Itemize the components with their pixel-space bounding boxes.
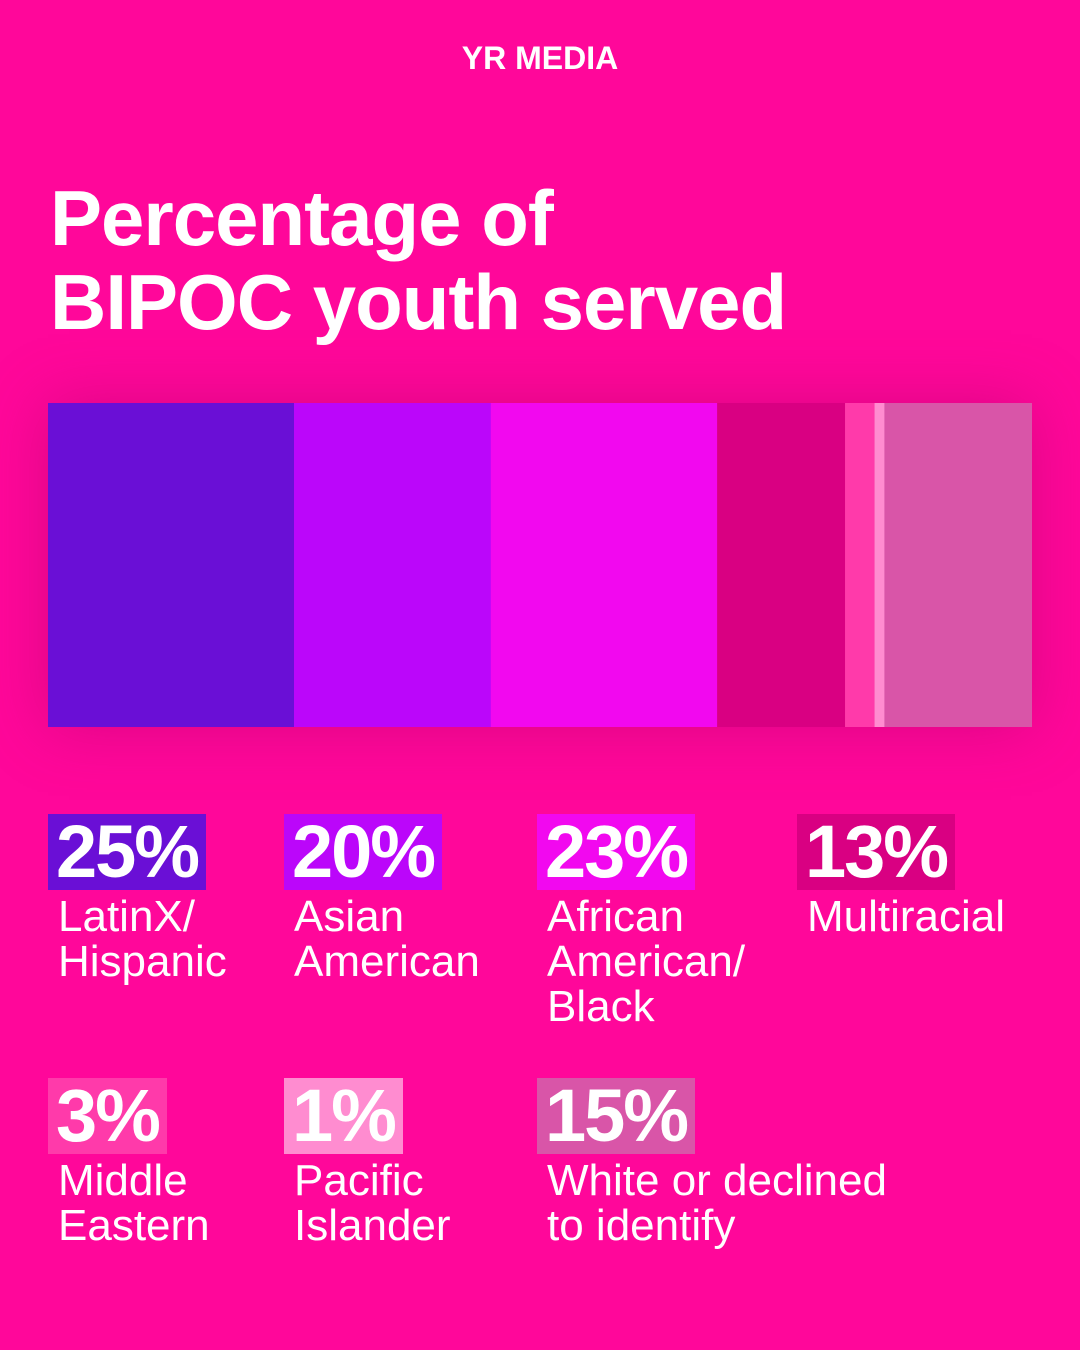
stacked-bar-svg <box>48 403 1032 727</box>
legend-pct-multiracial: 13% <box>797 814 956 890</box>
legend-label-black-line2: American/ <box>547 937 746 986</box>
legend-pct-white-declined: 15% <box>537 1078 696 1154</box>
bar-segment-pacific-islander <box>874 403 885 727</box>
legend-label-black-line1: African <box>547 892 684 941</box>
legend-item-black: 23% African American/ Black <box>537 814 777 1029</box>
legend-item-middle-eastern: 3% Middle Eastern <box>48 1078 288 1248</box>
legend-item-latinx: 25% LatinX/ Hispanic <box>48 814 288 984</box>
legend-item-white-declined: 15% White or declined to identify <box>537 1078 1017 1248</box>
legend-label-multiracial-line1: Multiracial <box>807 892 1006 941</box>
legend-label-pacific-islander-line1: Pacific <box>294 1156 424 1205</box>
bar-segment-middle-eastern <box>845 403 876 727</box>
page-title: Percentage of BIPOC youth served <box>50 176 1010 344</box>
legend-label-black-line3: Black <box>547 982 655 1031</box>
legend-label-middle-eastern-line2: Eastern <box>58 1201 210 1250</box>
bar-segment-asian <box>294 403 492 727</box>
title-line-1: Percentage of <box>50 174 554 262</box>
brand-logo: YR MEDIA <box>461 40 619 76</box>
legend-label-white-declined-line2: to identify <box>547 1201 736 1250</box>
legend-pct-middle-eastern: 3% <box>48 1078 167 1154</box>
stacked-bar-chart <box>48 403 1032 727</box>
title-line-2: BIPOC youth served <box>50 258 787 346</box>
bar-segment-multiracial <box>717 403 846 727</box>
bar-segment-latinx <box>48 403 295 727</box>
legend-label-white-declined-line1: White or declined <box>547 1156 887 1205</box>
legend-label-asian-line2: American <box>294 937 480 986</box>
bar-segment-black <box>490 403 718 727</box>
legend-item-asian: 20% Asian American <box>284 814 524 984</box>
legend-label-latinx-line1: LatinX/ <box>58 892 195 941</box>
legend-item-pacific-islander: 1% Pacific Islander <box>284 1078 524 1248</box>
legend-pct-latinx: 25% <box>48 814 207 890</box>
legend-pct-pacific-islander: 1% <box>284 1078 403 1154</box>
legend-pct-asian: 20% <box>284 814 443 890</box>
legend-pct-black: 23% <box>537 814 696 890</box>
legend-label-latinx-line2: Hispanic <box>58 937 227 986</box>
legend-item-multiracial: 13% Multiracial <box>797 814 1067 939</box>
legend-label-asian-line1: Asian <box>294 892 405 941</box>
legend-label-pacific-islander-line2: Islander <box>294 1201 451 1250</box>
legend-label-middle-eastern-line1: Middle <box>58 1156 188 1205</box>
bar-segment-white-declined <box>884 403 1032 727</box>
